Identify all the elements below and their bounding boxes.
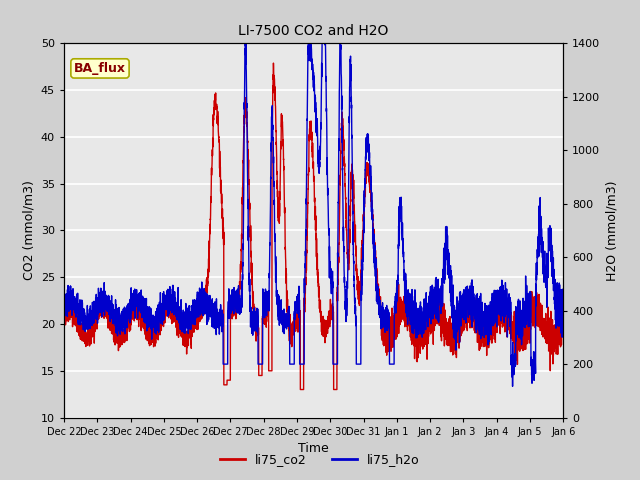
Y-axis label: CO2 (mmol/m3): CO2 (mmol/m3) [22,180,35,280]
X-axis label: Time: Time [298,442,329,455]
Y-axis label: H2O (mmol/m3): H2O (mmol/m3) [606,180,619,281]
Legend: li75_co2, li75_h2o: li75_co2, li75_h2o [215,448,425,471]
Text: BA_flux: BA_flux [74,62,126,75]
Title: LI-7500 CO2 and H2O: LI-7500 CO2 and H2O [239,24,388,38]
